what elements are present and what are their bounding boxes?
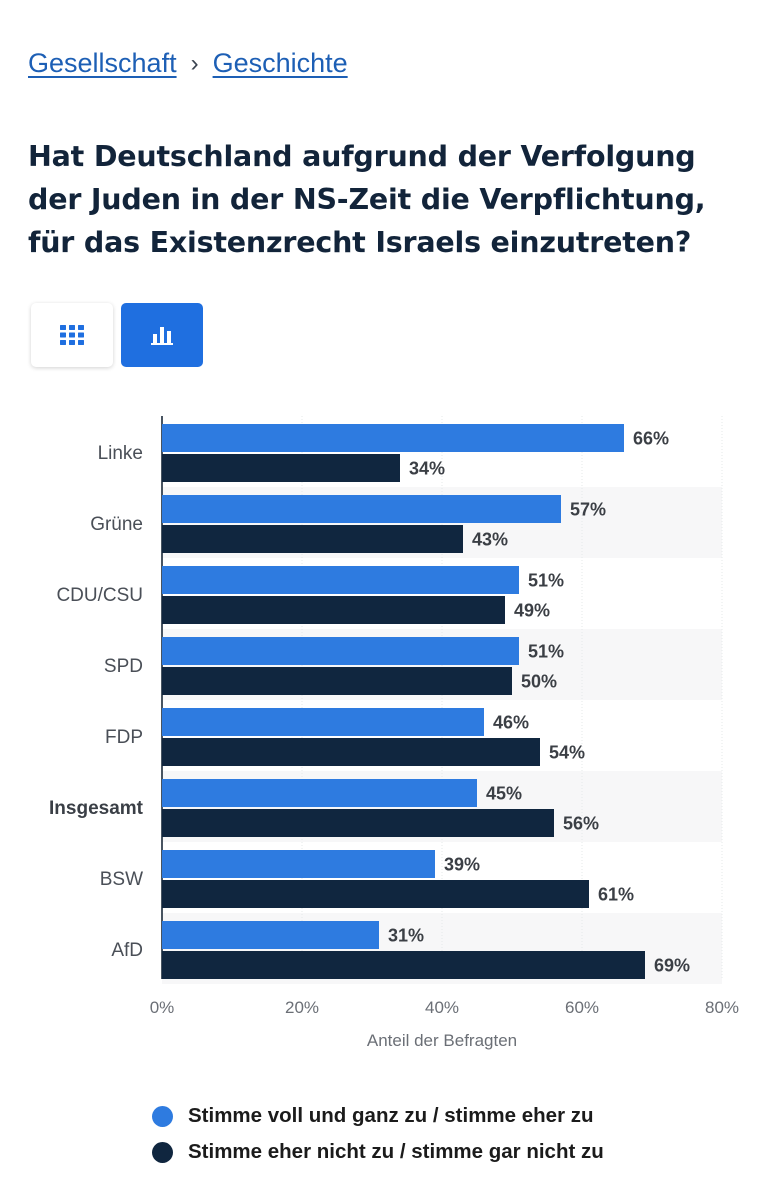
bar-disagree (162, 809, 554, 837)
y-category-label: CDU/CSU (56, 585, 143, 606)
y-category-label: Insgesamt (49, 798, 144, 819)
data-label: 57% (570, 500, 606, 520)
data-label: 50% (521, 672, 557, 692)
x-tick-label: 40% (425, 998, 459, 1017)
x-tick-label: 60% (565, 998, 599, 1017)
y-category-label: FDP (105, 727, 143, 748)
breadcrumb: Gesellschaft › Geschichte (28, 48, 348, 79)
bar-chart-icon (151, 327, 173, 345)
legend-label-agree: Stimme voll und ganz zu / stimme eher zu (188, 1104, 594, 1127)
bar-agree (162, 566, 519, 594)
y-category-label: SPD (104, 656, 143, 677)
bar-disagree (162, 454, 400, 482)
data-label: 51% (528, 571, 564, 591)
legend-label-disagree: Stimme eher nicht zu / stimme gar nicht … (188, 1140, 604, 1163)
data-label: 39% (444, 855, 480, 875)
breadcrumb-separator-icon: › (190, 49, 199, 77)
bar-disagree (162, 525, 463, 553)
table-view-button[interactable] (31, 303, 113, 367)
bar-disagree (162, 596, 505, 624)
y-category-label: Grüne (90, 514, 143, 535)
data-label: 34% (409, 459, 445, 479)
bar-agree (162, 495, 561, 523)
data-label: 56% (563, 814, 599, 834)
bar-agree (162, 708, 484, 736)
bar-chart: 0% 20% 40% 60% 80% Linke 66% 34% Grüne 57% 43% CDU/… (49, 416, 739, 1050)
bar-agree (162, 779, 477, 807)
data-label: 45% (486, 784, 522, 804)
data-label: 66% (633, 429, 669, 449)
chart-legend: Stimme voll und ganz zu / stimme eher zu… (152, 1098, 604, 1170)
data-label: 49% (514, 601, 550, 621)
breadcrumb-link-geschichte[interactable]: Geschichte (212, 48, 348, 78)
legend-marker-agree-icon (152, 1105, 173, 1127)
data-label: 69% (654, 956, 690, 976)
data-label: 43% (472, 530, 508, 550)
data-label: 31% (388, 926, 424, 946)
table-grid-icon (60, 325, 84, 345)
bar-agree (162, 850, 435, 878)
bar-agree (162, 637, 519, 665)
data-label: 54% (549, 743, 585, 763)
bar-disagree (162, 738, 540, 766)
chart-view-button[interactable] (121, 303, 203, 367)
legend-item-disagree[interactable]: Stimme eher nicht zu / stimme gar nicht … (152, 1134, 604, 1170)
x-tick-label: 20% (285, 998, 319, 1017)
breadcrumb-link-gesellschaft[interactable]: Gesellschaft (28, 48, 177, 78)
legend-marker-disagree-icon (152, 1141, 173, 1163)
y-category-label: AfD (111, 940, 143, 961)
data-label: 61% (598, 885, 634, 905)
bar-disagree (162, 667, 512, 695)
bar-disagree (162, 951, 645, 979)
y-category-label: BSW (100, 869, 143, 890)
x-axis-title: Anteil der Befragten (367, 1031, 517, 1050)
y-category-label: Linke (98, 443, 143, 464)
data-label: 46% (493, 713, 529, 733)
page-title: Hat Deutschland aufgrund der Verfolgung … (28, 140, 706, 259)
x-tick-label: 80% (705, 998, 739, 1017)
bar-agree (162, 424, 624, 452)
data-label: 51% (528, 642, 564, 662)
bar-disagree (162, 880, 589, 908)
legend-item-agree[interactable]: Stimme voll und ganz zu / stimme eher zu (152, 1098, 604, 1134)
x-tick-label: 0% (150, 998, 175, 1017)
bar-agree (162, 921, 379, 949)
